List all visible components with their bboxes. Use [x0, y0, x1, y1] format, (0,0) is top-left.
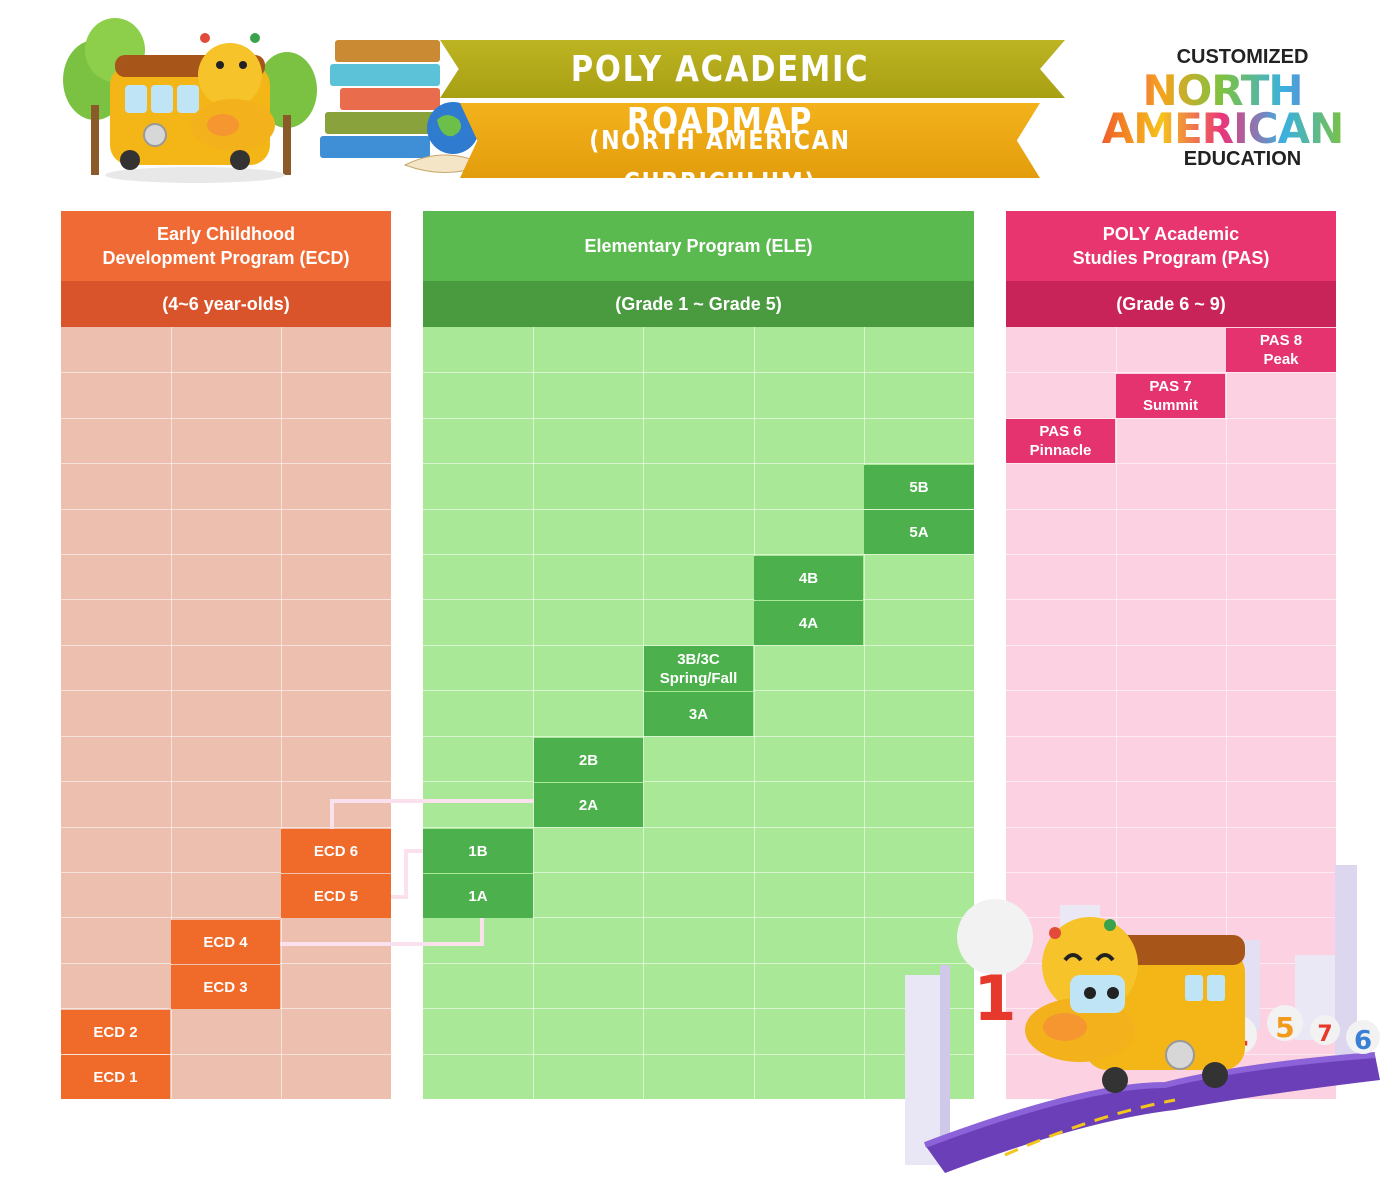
grid-line — [1006, 644, 1336, 646]
connector-ecd4-1a — [480, 905, 484, 946]
level-ele-1b[interactable]: 1B — [423, 829, 533, 873]
grid-line — [1006, 508, 1336, 510]
connector-ecd6-2a — [330, 799, 535, 803]
grid-line — [423, 781, 974, 783]
grid-line — [423, 372, 974, 374]
grid-line — [423, 826, 974, 828]
level-ecd-1[interactable]: ECD 1 — [61, 1055, 170, 1099]
grid-line — [423, 917, 974, 919]
level-ecd-4[interactable]: ECD 4 — [171, 920, 280, 964]
grid-line — [423, 463, 974, 465]
road-number-5: 5 — [1275, 1011, 1294, 1044]
road-bus-mascot-icon: 1 4 5 7 6 — [905, 865, 1380, 1173]
grid-line — [61, 871, 391, 873]
grid-line — [423, 735, 974, 737]
grid-line — [423, 417, 974, 419]
level-ecd-6[interactable]: ECD 6 — [281, 829, 391, 873]
grid-line — [61, 463, 391, 465]
grid-line — [61, 690, 391, 692]
grid-line — [1006, 781, 1336, 783]
road-number-6: 6 — [1354, 1026, 1372, 1056]
grid-line — [423, 871, 974, 873]
grid-line — [423, 508, 974, 510]
connector-ecd5-1b — [404, 849, 408, 899]
grid-line — [423, 599, 974, 601]
connector-ecd4-1a — [258, 942, 484, 946]
ele-column-range: (Grade 1 ~ Grade 5) — [423, 281, 974, 327]
level-ele-3a[interactable]: 3A — [644, 692, 753, 736]
ecd-column-title: Early Childhood Development Program (ECD… — [61, 211, 391, 281]
pas-column-title: POLY Academic Studies Program (PAS) — [1006, 211, 1336, 281]
page-subtitle: (NORTH AMERICAN CURRICULUM) — [589, 126, 851, 198]
connector-ecd6-2a — [330, 799, 334, 829]
grid-line — [61, 508, 391, 510]
page-title: POLY ACADEMIC ROADMAP — [570, 49, 870, 142]
grid-line — [61, 1053, 391, 1055]
grid-line — [61, 917, 391, 919]
grid-line — [61, 554, 391, 556]
ele-column-title: Elementary Program (ELE) — [423, 211, 974, 281]
level-ele-5a[interactable]: 5A — [864, 510, 974, 554]
brand-line-north: NORTH — [1100, 66, 1345, 115]
grid-line — [61, 735, 391, 737]
grid-line — [1006, 735, 1336, 737]
level-pas-8[interactable]: PAS 8 Peak — [1226, 328, 1336, 372]
level-ele-2b[interactable]: 2B — [534, 738, 643, 782]
grid-line — [61, 372, 391, 374]
grid-line — [61, 826, 391, 828]
grid-line — [61, 599, 391, 601]
level-ecd-5[interactable]: ECD 5 — [281, 874, 391, 918]
grid-line — [1006, 463, 1336, 465]
grid-line — [643, 327, 645, 1099]
grid-line — [423, 554, 974, 556]
grid-line — [423, 962, 974, 964]
pas-column-range: (Grade 6 ~ 9) — [1006, 281, 1336, 327]
grid-line — [753, 327, 755, 1099]
grid-line — [1006, 690, 1336, 692]
grid-line — [1116, 327, 1117, 1099]
level-ele-3b-3c[interactable]: 3B/3C Spring/Fall — [644, 646, 753, 691]
level-ecd-2[interactable]: ECD 2 — [61, 1010, 170, 1054]
grid-line — [61, 781, 391, 783]
grid-line — [61, 417, 391, 419]
grid-line — [533, 327, 535, 1099]
road-number-7: 7 — [1317, 1022, 1332, 1047]
level-ele-4a[interactable]: 4A — [754, 601, 863, 645]
ecd-column-range: (4~6 year-olds) — [61, 281, 391, 327]
subtitle-banner — [460, 103, 1040, 178]
grid-line — [171, 327, 172, 1099]
grid-line — [423, 1008, 974, 1010]
level-ecd-3[interactable]: ECD 3 — [171, 965, 280, 1009]
grid-line — [1006, 599, 1336, 601]
school-bus-mascot-icon — [63, 18, 317, 183]
grid-line — [61, 644, 391, 646]
grid-line — [1006, 826, 1336, 828]
title-banner — [440, 40, 1065, 98]
level-ele-4b[interactable]: 4B — [754, 556, 863, 600]
grid-line — [1226, 327, 1227, 1099]
level-pas-7[interactable]: PAS 7 Summit — [1116, 374, 1225, 418]
level-ele-2a[interactable]: 2A — [534, 783, 643, 827]
grid-line — [423, 644, 974, 646]
road-number-1: 1 — [973, 962, 1016, 1035]
grid-line — [281, 327, 282, 1099]
grid-line — [1006, 917, 1336, 919]
brand-line-education: EDUCATION — [1183, 148, 1302, 170]
brand-line-customized: CUSTOMIZED — [1176, 46, 1309, 68]
grid-line — [1006, 554, 1336, 556]
grid-line — [423, 1053, 974, 1055]
grid-line — [1006, 417, 1336, 419]
level-ele-5b[interactable]: 5B — [864, 465, 974, 509]
brand-line-american: AMERICAN — [1101, 104, 1344, 153]
level-pas-6[interactable]: PAS 6 Pinnacle — [1006, 419, 1115, 463]
grid-line — [1006, 372, 1336, 374]
level-ele-1a[interactable]: 1A — [423, 874, 533, 918]
grid-line — [1006, 871, 1336, 873]
grid-line — [863, 327, 865, 1099]
